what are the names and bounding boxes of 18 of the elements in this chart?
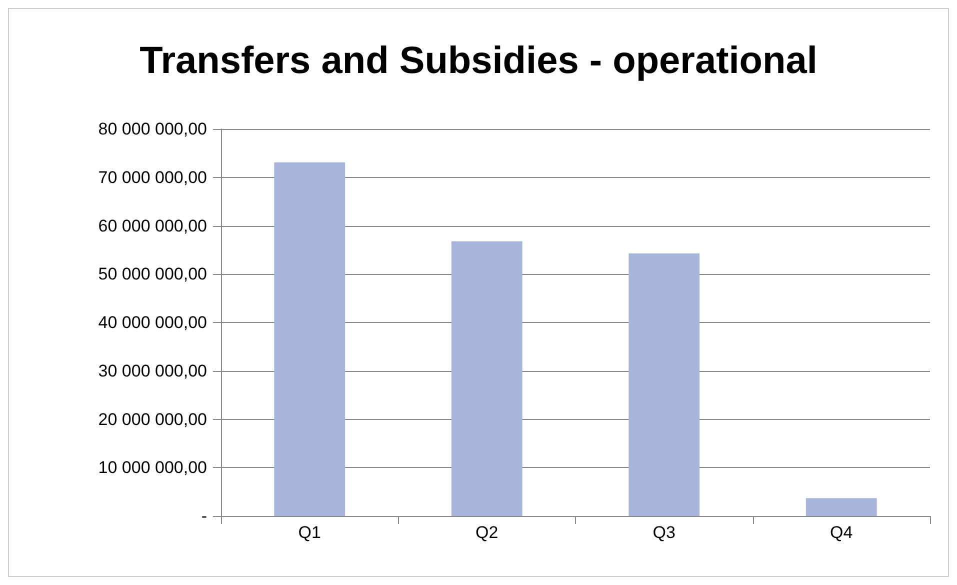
y-tick-label: - <box>201 506 207 526</box>
y-tick-label: 20 000 000,00 <box>98 410 207 429</box>
bar <box>451 241 522 516</box>
y-tick-label: 70 000 000,00 <box>98 168 207 187</box>
x-tick-label: Q3 <box>652 523 676 542</box>
bar <box>274 162 346 516</box>
y-tick-label: 40 000 000,00 <box>98 313 207 332</box>
bar <box>628 253 700 516</box>
y-tick-label: 60 000 000,00 <box>98 216 207 236</box>
x-tick-label: Q4 <box>830 523 853 542</box>
x-tick-label: Q1 <box>298 523 321 542</box>
chart-title: Transfers and Subsidies - operational <box>140 40 818 82</box>
bar <box>806 498 877 516</box>
y-tick-label: 30 000 000,00 <box>98 361 207 380</box>
y-tick-label: 10 000 000,00 <box>98 458 207 478</box>
y-tick-label: 80 000 000,00 <box>98 120 207 138</box>
y-tick-label: 50 000 000,00 <box>98 264 207 284</box>
x-tick-label: Q2 <box>476 523 498 542</box>
